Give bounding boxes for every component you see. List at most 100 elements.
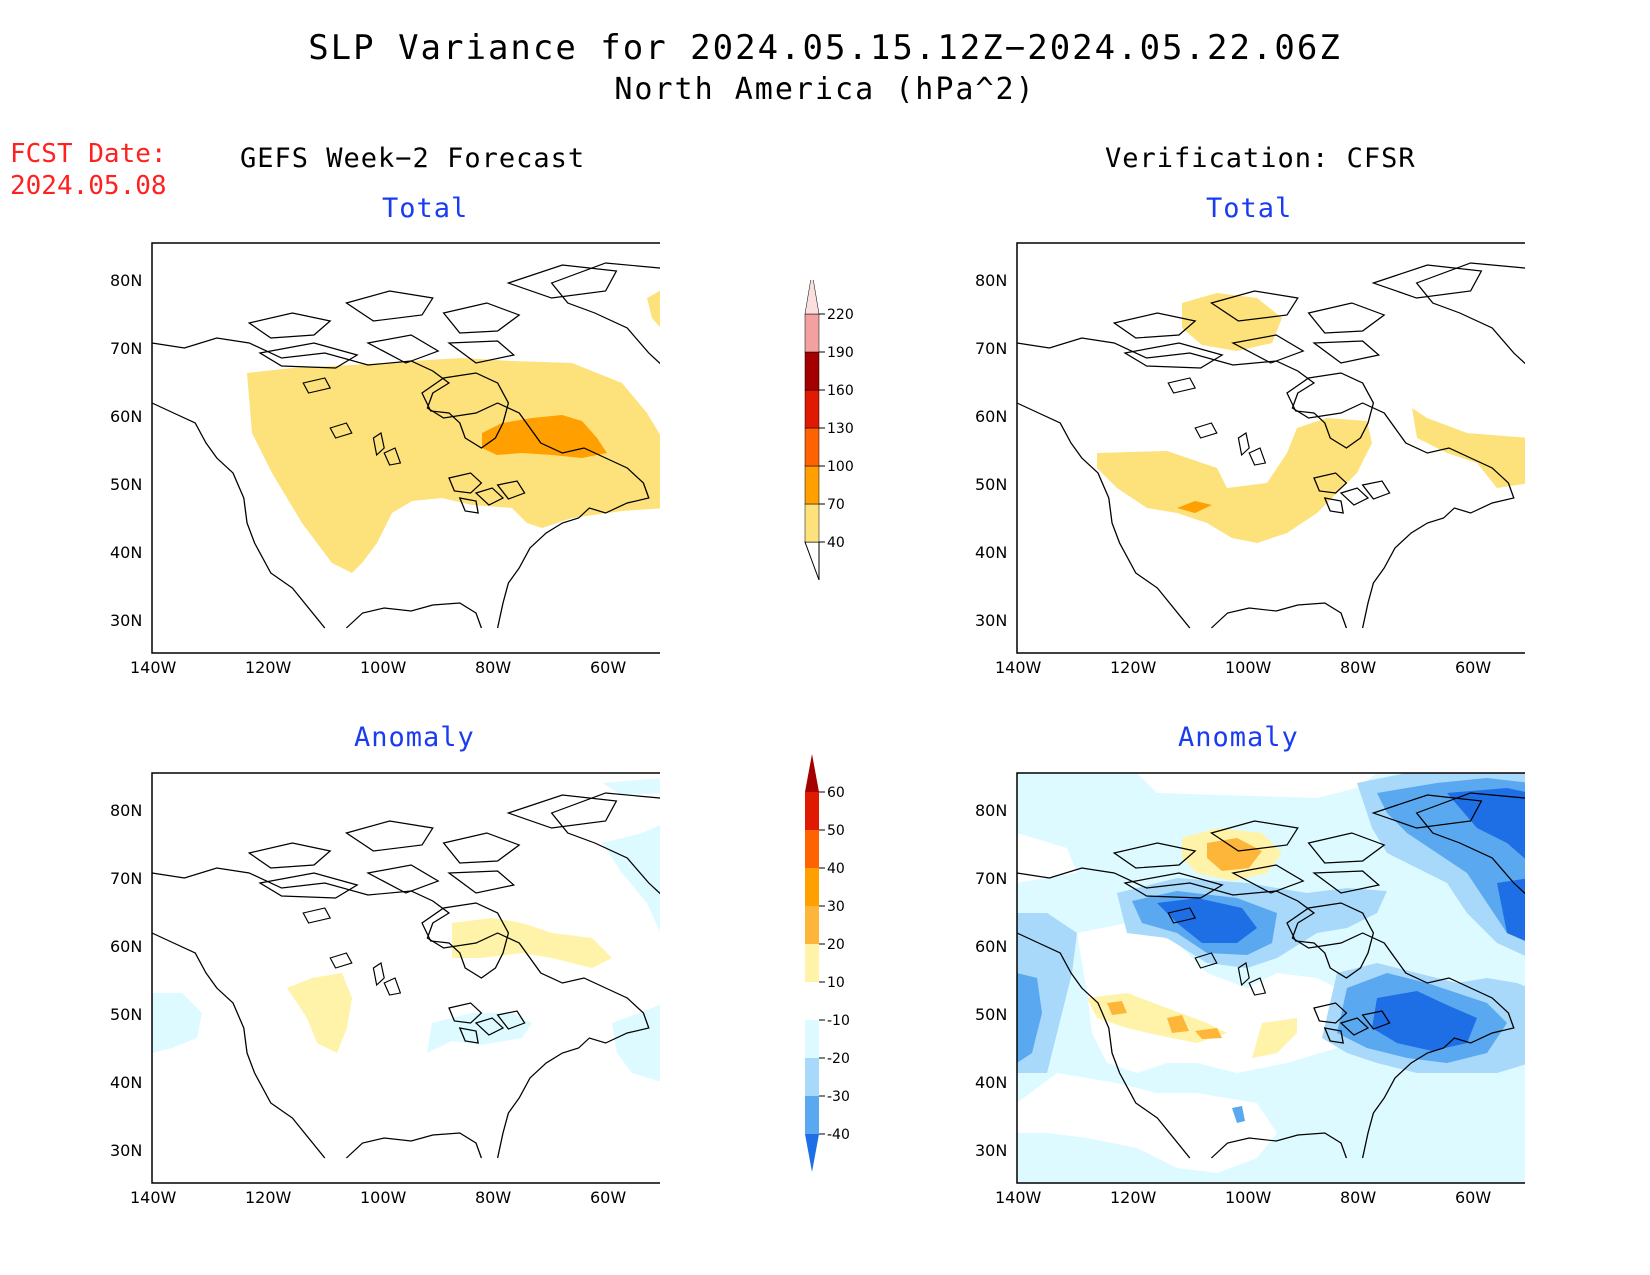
lat-tick-label: 40N: [110, 543, 142, 562]
anomaly-colorbar-labels: 60 50 40 30 20 10 -10 -20 -30 -40: [819, 785, 850, 1143]
lon-tick-labels: 140W 120W 100W 80W 60W: [995, 658, 1491, 675]
colorbar-label: 100: [827, 459, 854, 475]
total-colorbar-swatches: [804, 280, 820, 581]
lon-tick-label: 100W: [360, 658, 407, 675]
colorbar-swatch: [805, 1134, 819, 1172]
lat-tick-label: 70N: [975, 339, 1007, 358]
main-title: SLP Variance for 2024.05.15.12Z−2024.05.…: [308, 28, 1342, 68]
colorbar-swatch: [805, 1020, 819, 1058]
colorbar-swatch: [805, 1096, 819, 1134]
anomaly-below-neg40-region: [1372, 991, 1477, 1051]
lon-tick-label: 60W: [590, 658, 626, 675]
colorbar-label: 70: [827, 497, 845, 513]
anomaly-10-20-region: [452, 918, 612, 968]
lat-tick-label: 80N: [110, 271, 142, 290]
lon-tick-label: 60W: [1455, 658, 1491, 675]
anomaly-neg30-neg40-region: [1017, 973, 1042, 1063]
lon-tick-label: 80W: [475, 658, 511, 675]
lat-tick-label: 80N: [110, 801, 142, 820]
variance-40-70-region: [247, 358, 660, 573]
verification-anomaly-panel: 80N 70N 60N 50N 40N 30N 140W 120W 100W 8…: [965, 765, 1525, 1205]
anomaly-20-30-region: [1107, 1001, 1222, 1039]
lat-tick-label: 70N: [975, 869, 1007, 888]
anomaly-neutral-region: [1017, 833, 1077, 883]
lat-tick-label: 30N: [110, 1141, 142, 1160]
variance-40-70-region: [1412, 408, 1525, 488]
lat-tick-label: 30N: [975, 611, 1007, 630]
lon-tick-label: 80W: [1340, 1188, 1376, 1205]
anomaly-below-neg40-region: [1447, 788, 1525, 859]
anomaly-neg10-neg20-region: [602, 778, 660, 795]
lat-tick-label: 50N: [110, 475, 142, 494]
anomaly-20-30-region: [1207, 838, 1262, 871]
colorbar-swatch: [805, 982, 819, 1020]
verification-total-panel: 80N 70N 60N 50N 40N 30N 140W 120W 100W 8…: [965, 235, 1525, 675]
variance-40-70-region: [647, 290, 660, 328]
variance-40-70-region: [1097, 418, 1372, 543]
anomaly-neg10-neg20-region: [602, 825, 660, 932]
colorbar-swatch: [804, 465, 820, 505]
lat-tick-labels: 80N 70N 60N 50N 40N 30N: [110, 271, 142, 630]
lon-tick-labels: 140W 120W 100W 80W 60W: [130, 1188, 626, 1205]
colorbar-swatch: [805, 868, 819, 906]
lat-tick-label: 50N: [110, 1005, 142, 1024]
lon-tick-label: 120W: [245, 1188, 292, 1205]
main-subtitle: North America (hPa^2): [614, 72, 1036, 107]
lon-tick-label: 100W: [1225, 1188, 1272, 1205]
lat-tick-label: 60N: [975, 407, 1007, 426]
fcst-date-value: 2024.05.08: [10, 171, 167, 201]
anomaly-neg20-neg30-region: [1232, 1106, 1245, 1123]
colorbar-label: 10: [827, 975, 845, 991]
colorbar-label: 60: [827, 785, 845, 801]
lat-tick-label: 40N: [975, 1073, 1007, 1092]
lat-tick-label: 80N: [975, 271, 1007, 290]
colorbar-label: 20: [827, 937, 845, 953]
lon-tick-label: 100W: [1225, 658, 1272, 675]
colorbar-swatch: [804, 427, 820, 467]
anomaly-colorbar: 60 50 40 30 20 10 -10 -20 -30 -40: [795, 752, 865, 1212]
colorbar-swatch: [805, 754, 819, 792]
colorbar-swatch: [804, 351, 820, 391]
lat-tick-label: 30N: [110, 611, 142, 630]
fcst-date-label: FCST Date:: [10, 139, 167, 169]
lat-tick-label: 50N: [975, 475, 1007, 494]
lon-tick-label: 140W: [130, 658, 177, 675]
colorbar-swatch: [805, 792, 819, 830]
colorbar-label: 190: [827, 345, 854, 361]
colorbar-swatch: [804, 541, 820, 581]
colorbar-swatch: [804, 313, 820, 353]
colorbar-label: -30: [827, 1089, 850, 1105]
lat-tick-label: 30N: [975, 1141, 1007, 1160]
lon-tick-label: 140W: [995, 658, 1042, 675]
anomaly-neutral-region: [1017, 773, 1377, 798]
lon-tick-label: 120W: [1110, 658, 1157, 675]
colorbar-label: -40: [827, 1127, 850, 1143]
lon-tick-label: 80W: [475, 1188, 511, 1205]
anomaly-neutral-region: [1017, 1073, 1277, 1173]
colorbar-swatch: [804, 389, 820, 429]
verification-total-label: Total: [1206, 193, 1293, 224]
lat-tick-labels: 80N 70N 60N 50N 40N 30N: [975, 801, 1007, 1160]
lon-tick-label: 80W: [1340, 658, 1376, 675]
colorbar-swatch: [805, 1058, 819, 1096]
anomaly-colorbar-swatches: [805, 754, 819, 1172]
verification-anomaly-label: Anomaly: [1178, 722, 1299, 753]
lat-tick-label: 50N: [975, 1005, 1007, 1024]
total-colorbar-labels: 40 70 100 130 160 190 220: [819, 307, 854, 551]
lat-tick-labels: 80N 70N 60N 50N 40N 30N: [110, 801, 142, 1160]
anomaly-neg10-neg20-region: [427, 1013, 532, 1053]
total-colorbar: 40 70 100 130 160 190 220: [795, 280, 865, 620]
variance-70-100-region: [482, 415, 607, 458]
lat-tick-label: 40N: [975, 543, 1007, 562]
colorbar-label: 220: [827, 307, 854, 323]
forecast-anomaly-panel: 80N 70N 60N 50N 40N 30N 140W 120W 100W 8…: [100, 765, 660, 1205]
colorbar-swatch: [805, 906, 819, 944]
forecast-total-panel: 80N 70N 60N 50N 40N 30N 140W 120W 100W 8…: [100, 235, 660, 675]
colorbar-label: 40: [827, 861, 845, 877]
lon-tick-labels: 140W 120W 100W 80W 60W: [130, 658, 626, 675]
lat-tick-labels: 80N 70N 60N 50N 40N 30N: [975, 271, 1007, 630]
colorbar-swatch: [804, 503, 820, 543]
anomaly-below-neg40-region: [1497, 878, 1525, 941]
colorbar-label: 50: [827, 823, 845, 839]
variance-40-70-region: [1182, 293, 1282, 351]
